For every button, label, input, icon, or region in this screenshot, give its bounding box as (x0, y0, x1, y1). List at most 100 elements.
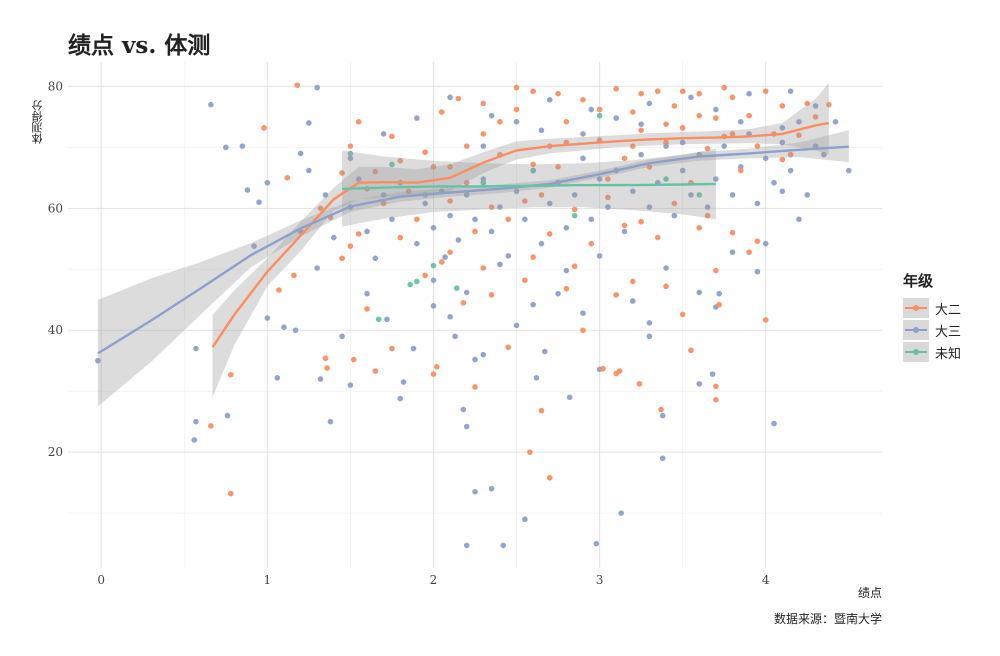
data-point-sophomore (527, 449, 533, 455)
data-point-junior (193, 345, 199, 352)
data-point-junior (463, 192, 470, 198)
data-point-junior (256, 199, 262, 206)
x-tick-label: 4 (762, 573, 770, 587)
data-point-sophomore (596, 106, 603, 113)
data-point-sophomore (671, 103, 678, 109)
data-point-junior (297, 150, 304, 157)
data-point-junior (447, 212, 453, 219)
data-point-junior (638, 121, 644, 127)
data-point-junior (580, 310, 586, 316)
x-axis-label: 绩点 (857, 586, 882, 600)
data-point-sophomore (472, 228, 478, 235)
data-point-sophomore (480, 265, 487, 271)
data-point-sophomore (397, 157, 404, 164)
data-point-sophomore (372, 368, 379, 374)
data-point-sophomore (605, 194, 611, 201)
data-point-sophomore (261, 125, 267, 131)
data-point-junior (191, 437, 198, 443)
data-point-junior (364, 290, 370, 297)
data-point-sophomore (804, 100, 811, 107)
data-point-sophomore (621, 222, 628, 229)
data-point-sophomore (555, 164, 561, 170)
data-point-junior (314, 265, 320, 271)
data-point-junior (613, 115, 620, 121)
data-point-junior (646, 320, 653, 326)
data-point-junior (430, 277, 437, 284)
data-point-junior (546, 96, 553, 103)
data-point-sophomore (713, 267, 719, 274)
data-point-junior (580, 155, 586, 162)
data-point-sophomore (497, 118, 503, 125)
data-point-sophomore (630, 109, 636, 115)
data-point-junior (771, 179, 777, 186)
data-point-sophomore (600, 365, 606, 372)
data-point-junior (721, 143, 727, 149)
data-point-sophomore (696, 90, 703, 97)
data-point-junior (787, 167, 794, 174)
data-point-sophomore (422, 272, 428, 279)
data-point-junior (588, 106, 595, 113)
data-point-junior (779, 125, 786, 131)
data-point-junior (488, 228, 495, 235)
data-point-sophomore (513, 106, 520, 113)
x-tick-label: 3 (596, 573, 604, 587)
data-point-sophomore (455, 95, 462, 102)
data-point-sophomore (228, 371, 234, 378)
data-point-junior (646, 100, 653, 107)
data-point-sophomore (355, 231, 362, 237)
data-point-sophomore (588, 240, 595, 247)
legend-label-series-2: 未知 (935, 346, 962, 362)
data-point-junior (630, 188, 636, 195)
data-point-sophomore (463, 143, 470, 149)
data-point-junior (322, 192, 329, 198)
data-point-junior (671, 212, 678, 219)
data-point-sophomore (460, 300, 467, 306)
data-point-sophomore (430, 164, 437, 170)
data-point-junior (787, 88, 794, 95)
data-point-junior (621, 228, 628, 235)
data-point-sophomore (713, 115, 719, 121)
data-point-sophomore (538, 192, 545, 198)
data-point-sophomore (746, 249, 752, 256)
data-point-junior (659, 455, 666, 462)
data-point-junior (430, 303, 437, 309)
data-point-sophomore (679, 311, 686, 318)
data-point-sophomore (713, 383, 719, 390)
x-tick-label: 0 (97, 573, 105, 587)
data-point-sophomore (389, 345, 395, 352)
data-point-sophomore (294, 82, 301, 88)
data-point-junior (317, 376, 324, 382)
data-point-unknown (530, 167, 536, 174)
data-point-junior (845, 167, 852, 174)
data-point-sophomore (347, 143, 354, 149)
data-point-junior (588, 216, 595, 223)
data-point-junior (347, 155, 354, 162)
data-point-sophomore (563, 285, 570, 292)
data-point-junior (832, 118, 839, 125)
data-point-unknown (375, 316, 382, 323)
data-point-junior (762, 240, 769, 247)
y-tick-label: 80 (48, 79, 63, 93)
data-point-junior (596, 176, 603, 182)
data-point-junior (505, 253, 512, 259)
data-point-junior (430, 225, 437, 231)
data-point-junior (571, 192, 578, 198)
data-point-sophomore (355, 118, 362, 125)
data-point-sophomore (571, 263, 578, 270)
data-point-junior (463, 423, 470, 430)
data-point-sophomore (447, 249, 453, 256)
data-point-sophomore (638, 90, 644, 97)
data-point-sophomore (488, 292, 495, 298)
data-point-sophomore (654, 234, 661, 241)
data-point-sophomore (688, 347, 694, 354)
data-point-sophomore (522, 198, 528, 204)
data-point-junior (679, 167, 686, 174)
data-point-unknown (453, 285, 460, 291)
data-point-sophomore (228, 490, 234, 497)
data-point-sophomore (729, 94, 736, 101)
data-point-junior (327, 418, 334, 425)
data-point-junior (513, 188, 520, 195)
data-point-junior (593, 540, 600, 547)
data-point-sophomore (463, 179, 470, 186)
data-point-junior (538, 127, 545, 134)
